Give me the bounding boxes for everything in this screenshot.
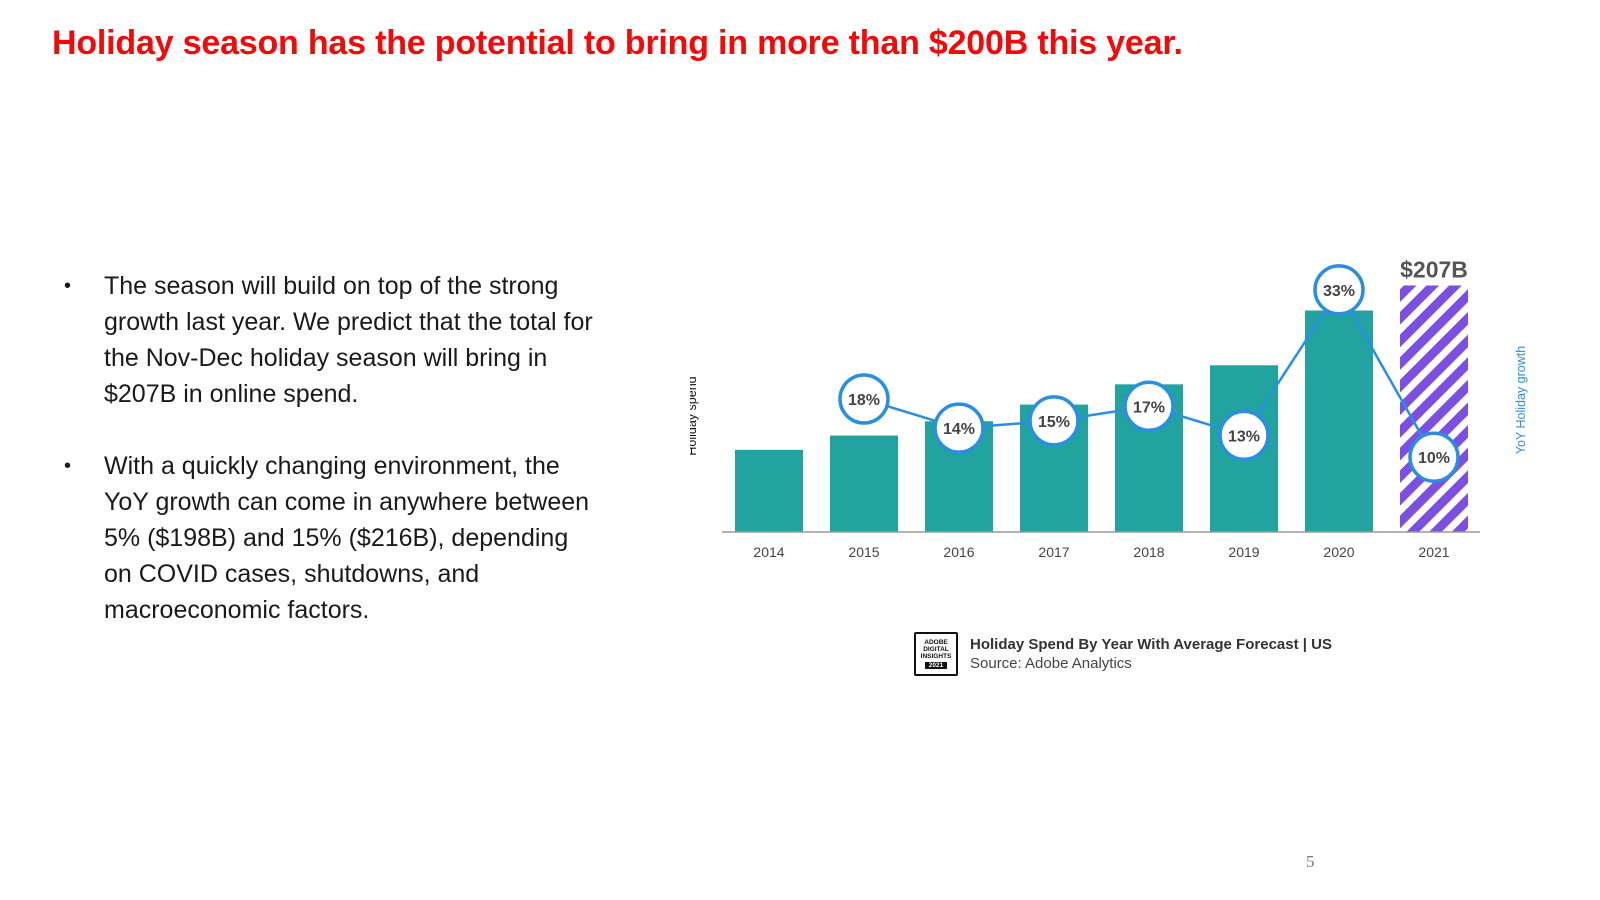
bullet-list: • The season will build on top of the st… bbox=[62, 268, 602, 664]
bullet-text: With a quickly changing environment, the… bbox=[104, 452, 590, 624]
x-tick-label: 2020 bbox=[1323, 544, 1354, 560]
chart-caption: ADOBE DIGITAL INSIGHTS 2021 Holiday Spen… bbox=[914, 632, 1332, 676]
x-tick-label: 2014 bbox=[753, 544, 784, 560]
page-number: 5 bbox=[1306, 852, 1315, 871]
bullet-dot: • bbox=[64, 455, 72, 477]
forecast-value-label: $207B bbox=[1400, 256, 1468, 282]
x-tick-label: 2016 bbox=[943, 544, 974, 560]
x-tick-label: 2015 bbox=[848, 544, 879, 560]
growth-data-label: 14% bbox=[943, 421, 975, 438]
x-tick-label: 2019 bbox=[1228, 544, 1259, 560]
growth-data-label: 13% bbox=[1228, 428, 1260, 445]
growth-data-label: 18% bbox=[848, 392, 880, 409]
chart-source: Source: Adobe Analytics bbox=[970, 655, 1132, 672]
growth-line-series: 18% 14% 15% 17% 13% 33% 10% bbox=[838, 264, 1460, 483]
bar-2021-forecast bbox=[1400, 285, 1468, 532]
y-axis-label: Holiday spend bbox=[690, 376, 699, 455]
badge-text: ADOBE bbox=[924, 639, 948, 646]
bullet-item: • With a quickly changing environment, t… bbox=[62, 448, 602, 628]
y2-axis-label: YoY Holiday growth bbox=[1514, 346, 1528, 454]
badge-year: 2021 bbox=[924, 662, 948, 669]
growth-point-2019 bbox=[1218, 409, 1270, 462]
badge-text: DIGITAL bbox=[923, 646, 949, 653]
growth-point-2017 bbox=[1028, 395, 1080, 447]
bullet-text: The season will build on top of the stro… bbox=[104, 272, 593, 408]
growth-data-label: 33% bbox=[1323, 283, 1355, 300]
growth-data-label: 10% bbox=[1418, 450, 1450, 467]
growth-point-2015 bbox=[838, 373, 890, 425]
slide-title: Holiday season has the potential to brin… bbox=[52, 24, 1183, 62]
x-tick-label: 2021 bbox=[1418, 544, 1449, 560]
adobe-insights-badge: ADOBE DIGITAL INSIGHTS 2021 bbox=[914, 632, 958, 676]
growth-data-label: 17% bbox=[1133, 399, 1165, 416]
x-tick-label: 2018 bbox=[1133, 544, 1164, 560]
badge-text: INSIGHTS bbox=[920, 653, 952, 660]
bar-2014 bbox=[735, 449, 803, 532]
holiday-spend-chart: Holiday spend YoY Holiday growth 2014 201… bbox=[690, 256, 1528, 560]
bar-2015 bbox=[830, 435, 898, 532]
growth-data-label: 15% bbox=[1038, 414, 1070, 431]
chart-title: Holiday Spend By Year With Average Forec… bbox=[970, 636, 1332, 653]
caption-text: Holiday Spend By Year With Average Forec… bbox=[970, 635, 1332, 673]
growth-point-2021 bbox=[1408, 431, 1460, 483]
x-tick-label: 2017 bbox=[1038, 544, 1069, 560]
growth-point-2016 bbox=[933, 402, 985, 454]
bullet-item: • The season will build on top of the st… bbox=[62, 268, 602, 412]
bullet-dot: • bbox=[64, 275, 72, 297]
x-tick-labels: 2014 2015 2016 2017 2018 2019 2020 2021 bbox=[753, 544, 1449, 560]
growth-point-2020 bbox=[1313, 264, 1365, 316]
bar-2020 bbox=[1305, 310, 1373, 532]
growth-point-2018 bbox=[1123, 380, 1175, 433]
